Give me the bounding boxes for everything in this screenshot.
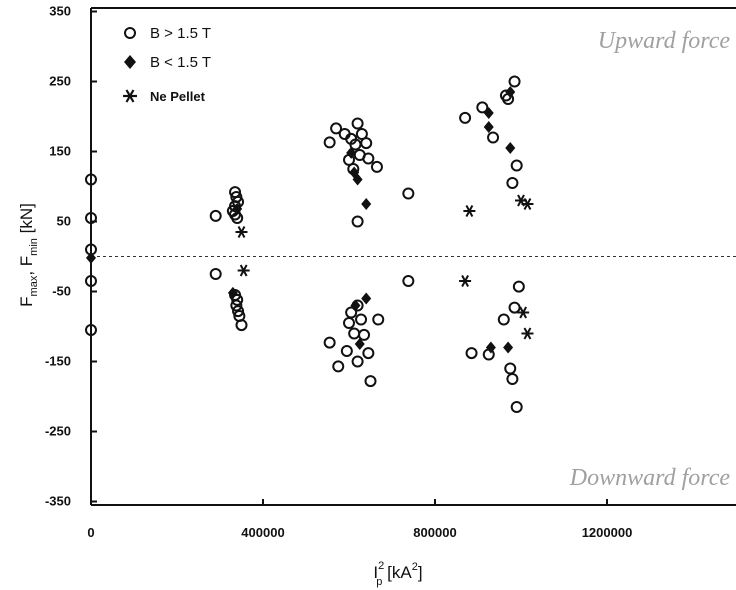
point-open-circle: [508, 301, 521, 314]
point-open-circle: [512, 280, 525, 293]
point-open-circle: [232, 305, 245, 318]
point-open-circle: [510, 159, 523, 172]
point-filled-diamond: [483, 107, 494, 119]
point-open-circle: [358, 328, 371, 341]
point-open-circle: [85, 212, 97, 224]
point-filled-diamond: [503, 341, 514, 354]
point-asterisk: [463, 205, 476, 217]
point-asterisk: [521, 327, 534, 340]
point-asterisk: [235, 226, 248, 238]
point-open-circle: [506, 373, 519, 385]
point-filled-diamond: [352, 173, 363, 186]
point-open-circle: [209, 209, 222, 222]
point-open-circle: [465, 347, 478, 360]
point-open-circle: [231, 293, 244, 306]
x-tick-label: 0: [87, 525, 94, 540]
point-open-circle: [351, 117, 364, 130]
point-filled-diamond: [227, 286, 238, 299]
point-open-circle: [323, 336, 336, 349]
point-filled-diamond: [483, 121, 494, 133]
point-open-circle: [362, 347, 375, 360]
point-filled-diamond: [354, 338, 365, 350]
point-open-circle: [459, 111, 472, 124]
point-asterisk: [237, 264, 250, 277]
point-open-circle: [345, 306, 358, 319]
point-open-circle: [506, 177, 519, 189]
point-filled-diamond: [485, 341, 496, 354]
point-open-circle: [209, 268, 222, 280]
point-filled-diamond: [361, 292, 372, 305]
legend: B > 1.5 T B < 1.5 T Ne Pellet: [123, 25, 211, 104]
legend-open-circle-icon: [124, 27, 136, 39]
point-filled-diamond: [505, 142, 516, 154]
point-open-circle: [351, 215, 364, 228]
point-open-circle: [85, 275, 97, 287]
point-asterisk: [521, 198, 534, 210]
point-open-circle: [230, 299, 243, 312]
point-filled-diamond: [361, 198, 372, 210]
point-open-circle: [343, 317, 355, 329]
y-tick-label: -50: [52, 284, 71, 299]
point-open-circle: [348, 327, 361, 340]
point-open-circle: [487, 131, 500, 144]
x-tick-label: 400000: [241, 525, 284, 540]
point-open-circle: [85, 173, 97, 186]
point-open-circle: [360, 137, 373, 150]
point-filled-diamond: [232, 202, 243, 215]
legend-label-low-field: B < 1.5 T: [150, 54, 211, 71]
x-tick-label: 800000: [413, 525, 456, 540]
y-tick-label: -150: [45, 354, 71, 369]
point-open-circle: [504, 362, 517, 375]
point-open-circle: [235, 319, 248, 332]
point-asterisk: [459, 275, 472, 287]
point-filled-diamond: [86, 251, 96, 264]
point-open-circle: [351, 355, 364, 368]
annotation-downward-force: Downward force: [569, 465, 731, 491]
point-open-circle: [372, 313, 385, 326]
point-open-circle: [364, 375, 377, 388]
legend-filled-diamond-icon: [124, 55, 136, 69]
y-tick-label: -250: [45, 424, 71, 439]
point-open-circle: [508, 75, 521, 88]
y-tick-label: 350: [49, 4, 71, 19]
y-tick-label: 50: [57, 214, 71, 229]
point-open-circle: [85, 324, 97, 336]
point-open-circle: [497, 313, 510, 326]
point-open-circle: [340, 345, 353, 357]
point-open-circle: [323, 136, 336, 149]
y-axis-label: Fmax, Fmin [kN]: [17, 203, 40, 307]
point-asterisk: [517, 306, 530, 319]
x-axis-label: I2 p [kA2]: [373, 560, 422, 588]
y-tick-label: 250: [49, 74, 71, 89]
point-open-circle: [402, 187, 415, 200]
point-open-circle: [476, 101, 489, 114]
legend-label-high-field: B > 1.5 T: [150, 25, 211, 42]
annotation-upward-force: Upward force: [598, 28, 731, 54]
point-open-circle: [402, 275, 415, 287]
legend-asterisk-icon: [123, 89, 137, 103]
y-tick-label: -350: [45, 494, 71, 509]
point-open-circle: [355, 313, 368, 326]
point-open-circle: [330, 122, 343, 135]
point-open-circle: [332, 360, 345, 373]
point-filled-diamond: [505, 86, 516, 98]
point-filled-diamond: [346, 146, 357, 159]
legend-label-ne-pellet: Ne Pellet: [150, 89, 206, 104]
point-filled-diamond: [350, 299, 361, 312]
point-open-circle: [353, 149, 366, 161]
y-tick-label: 150: [49, 144, 71, 159]
point-open-circle: [370, 160, 383, 173]
x-tick-label: 1200000: [582, 525, 633, 540]
point-open-circle: [510, 401, 523, 413]
